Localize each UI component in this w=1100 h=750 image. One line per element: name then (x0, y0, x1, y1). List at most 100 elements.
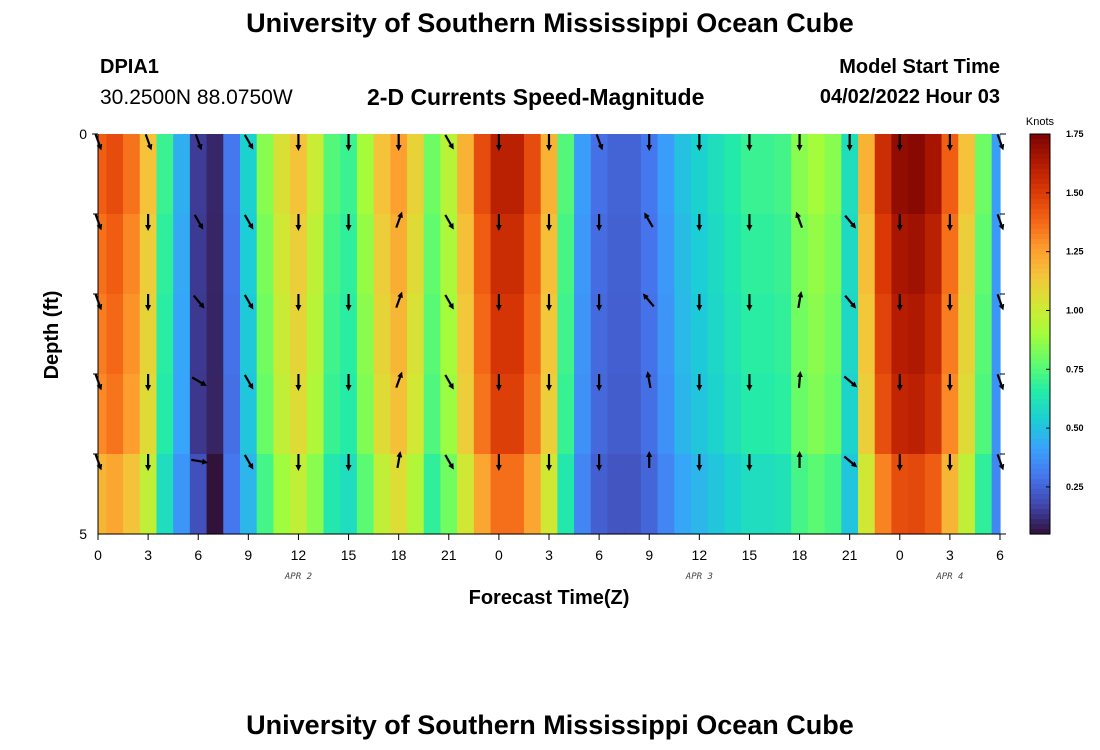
heatmap-cell (423, 214, 442, 295)
current-vector (243, 214, 254, 230)
colorbar-segment (1030, 384, 1050, 390)
heatmap-cell (557, 454, 575, 535)
colorbar-segment (1030, 179, 1050, 185)
heatmap-cell (273, 134, 291, 215)
heatmap-cell (540, 454, 558, 535)
heatmap-cell (824, 214, 842, 295)
heatmap-cell (874, 214, 893, 295)
colorbar-segment (1030, 459, 1050, 465)
colorbar-segment (1030, 404, 1050, 410)
colorbar-tick-label: 0.25 (1066, 482, 1084, 492)
heatmap-cell (924, 294, 943, 375)
heatmap-cell (791, 214, 809, 295)
heatmap-cell (657, 294, 675, 375)
heatmap-cell (407, 134, 425, 215)
current-vector (444, 294, 454, 310)
heatmap-cell (223, 454, 241, 535)
heatmap-cell (306, 374, 325, 455)
heatmap-cell (757, 134, 776, 215)
heatmap-cell (189, 294, 208, 375)
colorbar-frame (1029, 133, 1051, 535)
heatmap-cell (139, 214, 158, 295)
current-vector (795, 211, 803, 228)
date-label: APR 4 (935, 572, 963, 582)
heatmap-cell (540, 214, 558, 295)
heatmap-cell (490, 214, 508, 295)
heatmap-cell (624, 374, 642, 455)
heatmap-cell (306, 214, 325, 295)
heatmap-cell (908, 214, 926, 295)
heatmap-cell (123, 134, 141, 215)
current-vector (191, 458, 209, 465)
heatmap-cell (189, 454, 208, 535)
current-vector (996, 454, 1005, 471)
heatmap-cell (707, 294, 725, 375)
colorbar-segment (1030, 244, 1050, 250)
x-tick-label: 9 (244, 547, 252, 563)
colorbar-segment (1030, 214, 1050, 220)
heatmap-cell (991, 454, 1001, 535)
current-vector (395, 211, 403, 228)
heatmap-cell (741, 134, 759, 215)
current-vector (642, 293, 655, 308)
colorbar-segment (1030, 444, 1050, 450)
heatmap-cell (507, 134, 525, 215)
heatmap-cell (674, 134, 692, 215)
heatmap-cell (724, 374, 742, 455)
heatmap-cell (340, 294, 358, 375)
colorbar-segment (1030, 189, 1050, 195)
heatmap-cell (657, 454, 675, 535)
heatmap-cell (941, 454, 959, 535)
colorbar-tick-label: 1.25 (1066, 247, 1084, 257)
colorbar-segment (1030, 169, 1050, 175)
heatmap-cell (858, 374, 876, 455)
heatmap-cell (256, 294, 274, 375)
heatmap-cell (607, 134, 625, 215)
current-vector (193, 214, 204, 230)
heatmap-cell (273, 454, 291, 535)
x-tick-label: 18 (391, 547, 407, 563)
heatmap-cell (891, 374, 909, 455)
heatmap-cell (139, 374, 158, 455)
heatmap-cell (858, 294, 876, 375)
heatmap-cell (156, 454, 174, 535)
current-vector (595, 134, 604, 151)
y-axis-title: Depth (ft) (41, 291, 63, 380)
heatmap-cell (98, 134, 107, 215)
station-coordinates: 30.2500N 88.0750W (100, 86, 293, 109)
heatmap-cell (607, 374, 625, 455)
heatmap-cell (557, 374, 575, 455)
y-tick-label: 0 (79, 126, 87, 142)
heatmap-cell (607, 454, 625, 535)
heatmap-cell (440, 134, 458, 215)
heatmap-cell (991, 294, 1001, 375)
heatmap-cell (507, 454, 525, 535)
heatmap-cell (974, 134, 993, 215)
y-tick-label: 5 (79, 526, 87, 542)
heatmap-cell (690, 134, 709, 215)
current-vector (144, 134, 153, 151)
x-tick-label: 3 (946, 547, 954, 563)
heatmap-cell (356, 374, 375, 455)
colorbar-segment (1030, 239, 1050, 245)
heatmap-cell (473, 294, 492, 375)
heatmap-cell (741, 454, 759, 535)
heatmap-cell (306, 134, 325, 215)
heatmap-cell (824, 454, 842, 535)
heatmap-cell (473, 214, 492, 295)
heatmap-cell (139, 454, 158, 535)
colorbar-segment (1030, 519, 1050, 525)
colorbar-segment (1030, 314, 1050, 320)
heatmap-cell (423, 294, 442, 375)
x-tick-label: 21 (441, 547, 457, 563)
current-vector (395, 371, 403, 388)
current-vector (243, 134, 254, 150)
colorbar-segment (1030, 149, 1050, 155)
heatmap-cell (423, 454, 442, 535)
current-vector (644, 212, 654, 228)
heatmap-cell (223, 134, 241, 215)
heatmap-cell (223, 374, 241, 455)
heatmap-cell (574, 134, 592, 215)
colorbar-segment (1030, 484, 1050, 490)
